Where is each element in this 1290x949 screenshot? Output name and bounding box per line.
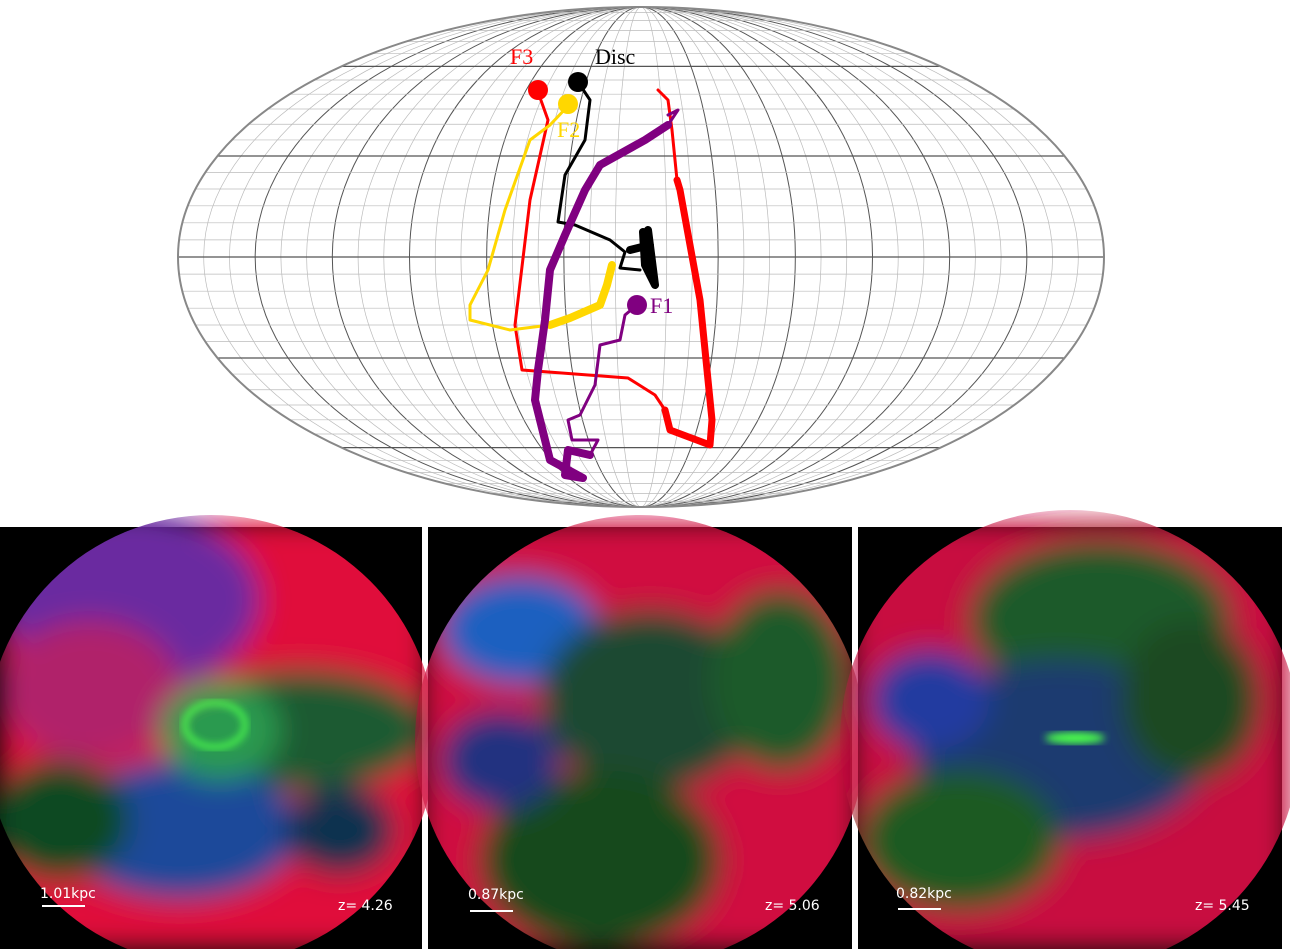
redshift-label: z= 5.06	[765, 898, 820, 914]
redshift-label: z= 4.26	[338, 898, 393, 914]
track-f1-top	[666, 108, 680, 127]
track-disc-thick	[626, 226, 659, 289]
scale-label: 0.82kpc	[896, 886, 952, 902]
track-label: F3	[510, 44, 533, 69]
redshift-label: z= 5.45	[1195, 898, 1250, 914]
endpoint-disc	[568, 72, 588, 92]
track-f1	[566, 303, 639, 457]
sim-panel: 0.87kpc z= 5.06	[420, 520, 860, 949]
sim-panel: 1.01kpc z= 4.26	[0, 515, 430, 949]
track-f3	[513, 90, 667, 412]
scale-label: 1.01kpc	[40, 886, 96, 902]
track-label: Disc	[595, 44, 636, 69]
endpoint-f3	[528, 80, 548, 100]
map-outline	[177, 6, 1105, 508]
track-f2-thick	[546, 261, 616, 329]
sim-panel: 0.82kpc z= 5.45	[850, 520, 1290, 949]
track-label: F2	[557, 117, 580, 142]
track-f1-thick	[531, 121, 672, 482]
track-f3-top	[656, 88, 679, 182]
tracks	[468, 80, 716, 482]
track-f2	[468, 104, 570, 332]
endpoint-f1	[627, 295, 647, 315]
track-label: F1	[650, 293, 673, 318]
endpoints	[528, 72, 647, 315]
endpoint-f2	[558, 94, 578, 114]
scale-label: 0.87kpc	[468, 887, 524, 903]
track-f3-thick	[661, 176, 716, 449]
